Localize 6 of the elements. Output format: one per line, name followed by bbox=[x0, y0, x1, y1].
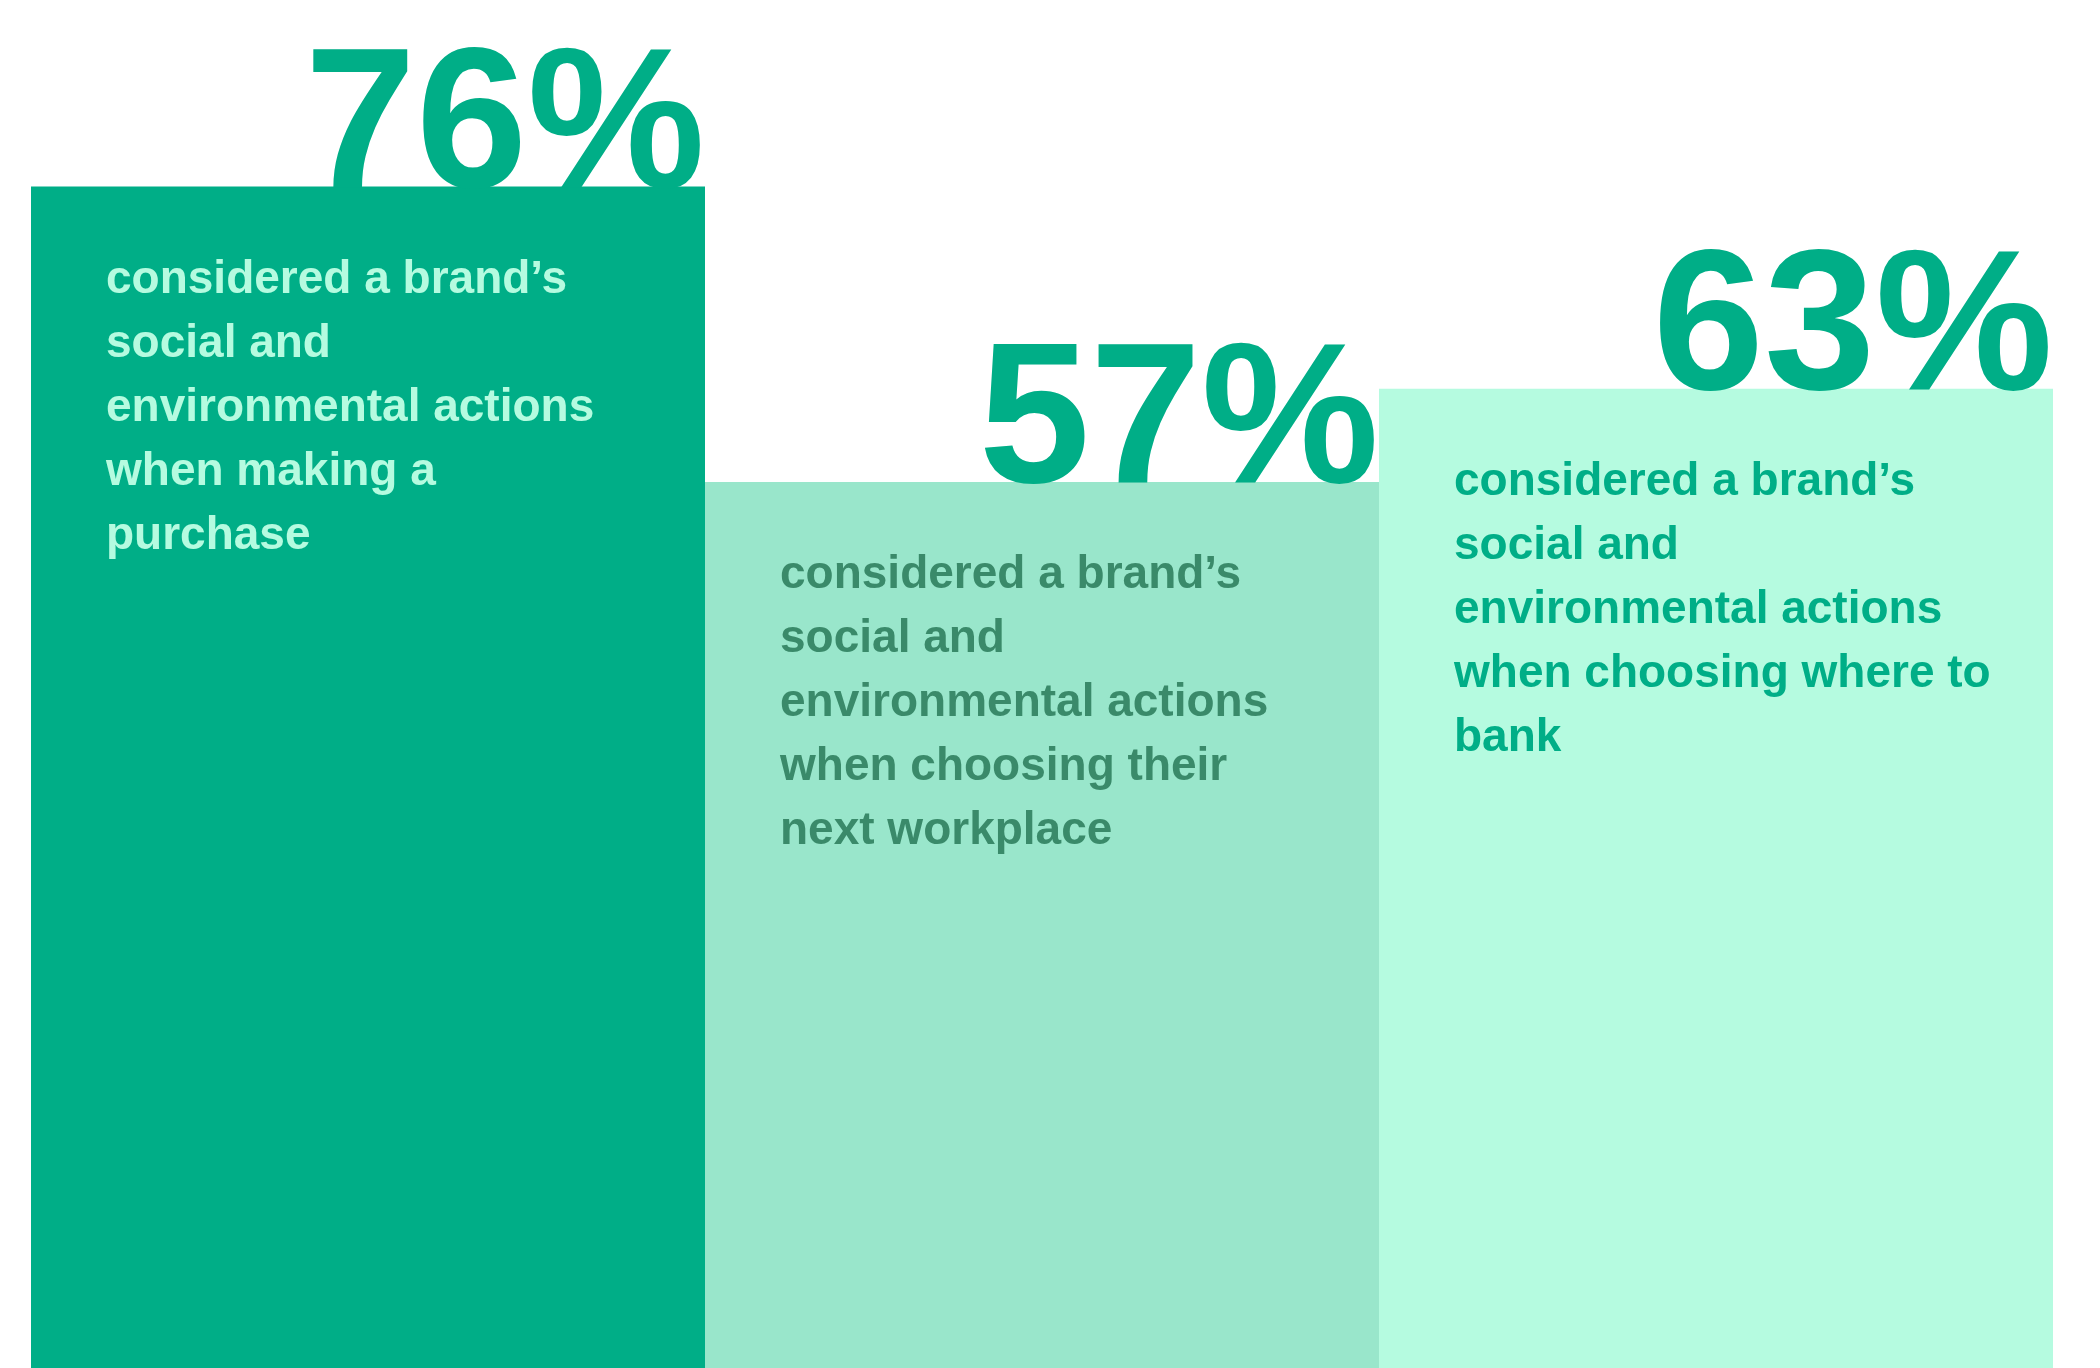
data-label: 76% bbox=[304, 5, 705, 229]
x-tick-label: considered a brand’s social and environmental actions when choosing where to bank bbox=[1453, 452, 1991, 761]
data-label: 63% bbox=[1652, 207, 2053, 431]
data-label: 57% bbox=[978, 300, 1379, 524]
x-tick-label: considered a brand’s social and environmental actions when making a purchase bbox=[105, 250, 595, 559]
x-tick-label: considered a brand’s social and environmental actions when choosing their next workplace bbox=[779, 545, 1269, 854]
